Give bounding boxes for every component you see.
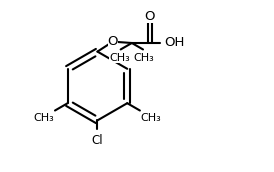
Text: Cl: Cl bbox=[92, 134, 103, 147]
Text: CH₃: CH₃ bbox=[133, 53, 154, 63]
Text: O: O bbox=[108, 35, 118, 48]
Text: O: O bbox=[145, 10, 155, 23]
Text: CH₃: CH₃ bbox=[33, 113, 54, 123]
Text: CH₃: CH₃ bbox=[109, 53, 130, 63]
Text: OH: OH bbox=[164, 36, 185, 49]
Text: CH₃: CH₃ bbox=[141, 113, 161, 123]
